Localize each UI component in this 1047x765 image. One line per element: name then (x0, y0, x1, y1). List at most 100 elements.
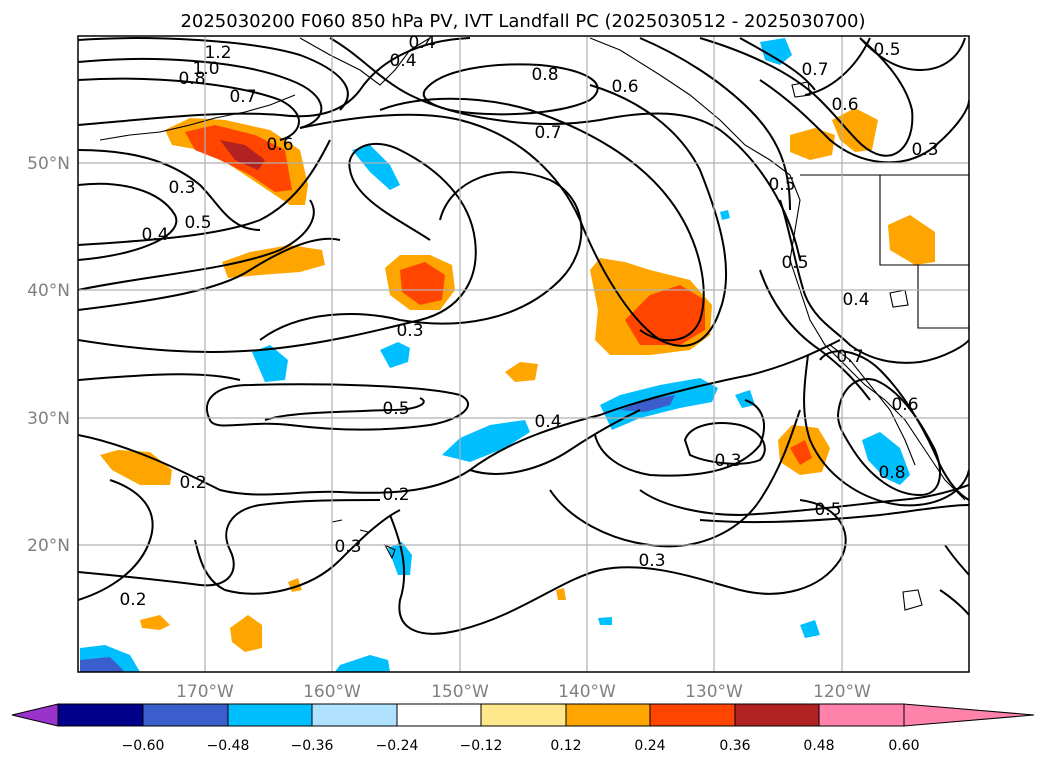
positive-ivt-core (400, 262, 445, 305)
contour-label: 0.6 (611, 77, 638, 97)
contour-label: 0.3 (168, 178, 195, 198)
contour-label: 0.6 (891, 395, 918, 415)
pv-contour (78, 339, 841, 496)
ivt-shading (80, 38, 935, 672)
contour-label: 0.4 (408, 33, 435, 53)
positive-ivt-patch (556, 588, 566, 600)
pv-contour (329, 37, 801, 261)
figure-title: 2025030200 F060 850 hPa PV, IVT Landfall… (180, 11, 865, 32)
pv-contour (759, 79, 969, 164)
negative-ivt-patch (442, 420, 530, 462)
contour-label: 0.6 (266, 135, 293, 155)
pv-contour (779, 199, 969, 364)
contour-label: 0.7 (534, 123, 561, 143)
lon-label: 170°W (176, 682, 234, 702)
colorbar-bin (57, 703, 144, 727)
latitude-labels: 50°N 40°N 30°N 20°N (27, 154, 70, 556)
negative-ivt-patch (760, 38, 792, 65)
lon-label: 130°W (685, 682, 743, 702)
map-panel: 1.2 1.0 0.8 0.7 0.6 0.4 0.4 0.8 0.6 0.7 … (27, 33, 970, 702)
aleutian-islands (99, 94, 296, 141)
negative-ivt-patch (380, 342, 410, 368)
pv-contour (639, 37, 791, 211)
contour-label: 0.3 (911, 140, 938, 160)
colorbar-tick-label: 0.48 (803, 738, 834, 754)
colorbar-tick-label: 0.60 (888, 738, 919, 754)
negative-ivt-patch (720, 210, 730, 220)
island-outline (889, 289, 909, 308)
pv-contour (803, 354, 969, 507)
pv-contour (78, 499, 381, 587)
pv-contour (549, 409, 801, 548)
colorbar-bin (649, 703, 736, 727)
state-border (917, 265, 969, 329)
positive-ivt-patch (888, 215, 935, 265)
contour-label: 0.7 (229, 87, 256, 107)
negative-ivt-patch (598, 617, 612, 625)
colorbar-tick-label: 0.36 (719, 738, 750, 754)
pv-contour (78, 77, 300, 141)
pv-contour (78, 58, 323, 129)
pv-contour (699, 37, 914, 157)
colorbar-bin (396, 703, 482, 727)
pv-contour (469, 409, 641, 475)
lon-label: 120°W (813, 682, 871, 702)
contour-label: 0.4 (534, 412, 561, 432)
contour-label: 0.5 (184, 213, 211, 233)
positive-ivt-patch (505, 362, 538, 382)
colorbar-tick-label: −0.60 (122, 738, 165, 754)
colorbar-extend-min (11, 703, 59, 727)
contour-label: 0.2 (119, 590, 146, 610)
map-frame (77, 35, 970, 673)
colorbar-bin (565, 703, 651, 727)
positive-ivt-patch (222, 245, 325, 278)
contour-label: 0.6 (831, 95, 858, 115)
pv-contour (78, 373, 241, 381)
colorbar-bin (480, 703, 567, 727)
coastlines (99, 37, 969, 611)
positive-ivt-core (625, 285, 705, 345)
lon-label: 150°W (431, 682, 489, 702)
pv-contour (836, 378, 941, 497)
contour-label: 0.3 (396, 321, 423, 341)
colorbar: −0.60 −0.48 −0.36 −0.24 −0.12 0.12 0.24 … (11, 703, 1035, 754)
negative-ivt-patch (800, 620, 820, 638)
contour-label: 0.2 (179, 473, 206, 493)
contour-label: 0.8 (178, 69, 205, 89)
pv-contour (259, 171, 583, 341)
pv-contour (78, 142, 477, 353)
colorbar-tick-label: 0.12 (550, 738, 581, 754)
lat-label: 20°N (27, 536, 70, 556)
positive-ivt-patch (832, 108, 878, 152)
pv-contour (944, 544, 969, 576)
baja-coast (829, 344, 916, 466)
lon-label: 140°W (558, 682, 616, 702)
negative-ivt-core (80, 657, 125, 672)
pv-contour (78, 237, 341, 311)
colorbar-tick-label: −0.12 (460, 738, 503, 754)
negative-ivt-patch (252, 345, 288, 382)
contour-label: 0.2 (382, 485, 409, 505)
pv-contour (78, 37, 471, 126)
pv-contour (389, 499, 847, 635)
contour-label: 1.0 (192, 59, 219, 79)
pv-contour (594, 399, 765, 477)
lon-label: 160°W (303, 682, 361, 702)
colorbar-bin (311, 703, 398, 727)
negative-ivt-patch (335, 655, 390, 672)
negative-ivt-patch (735, 390, 755, 408)
pv-contour (78, 199, 315, 291)
pv-contour (205, 383, 469, 431)
contour-label: 0.3 (334, 537, 361, 557)
lat-label: 40°N (27, 281, 70, 301)
contour-label: 0.4 (141, 225, 168, 245)
pv-contour (804, 37, 871, 96)
contour-label: 0.7 (801, 60, 828, 80)
pv-contour (699, 504, 969, 524)
contour-label: 0.5 (768, 175, 795, 195)
negative-ivt-patch (388, 542, 412, 575)
colorbar-bin (734, 703, 820, 727)
colorbar-tick-label: −0.36 (291, 738, 334, 754)
colorbar-extend-max (903, 703, 1035, 727)
pv-contour (819, 350, 969, 501)
